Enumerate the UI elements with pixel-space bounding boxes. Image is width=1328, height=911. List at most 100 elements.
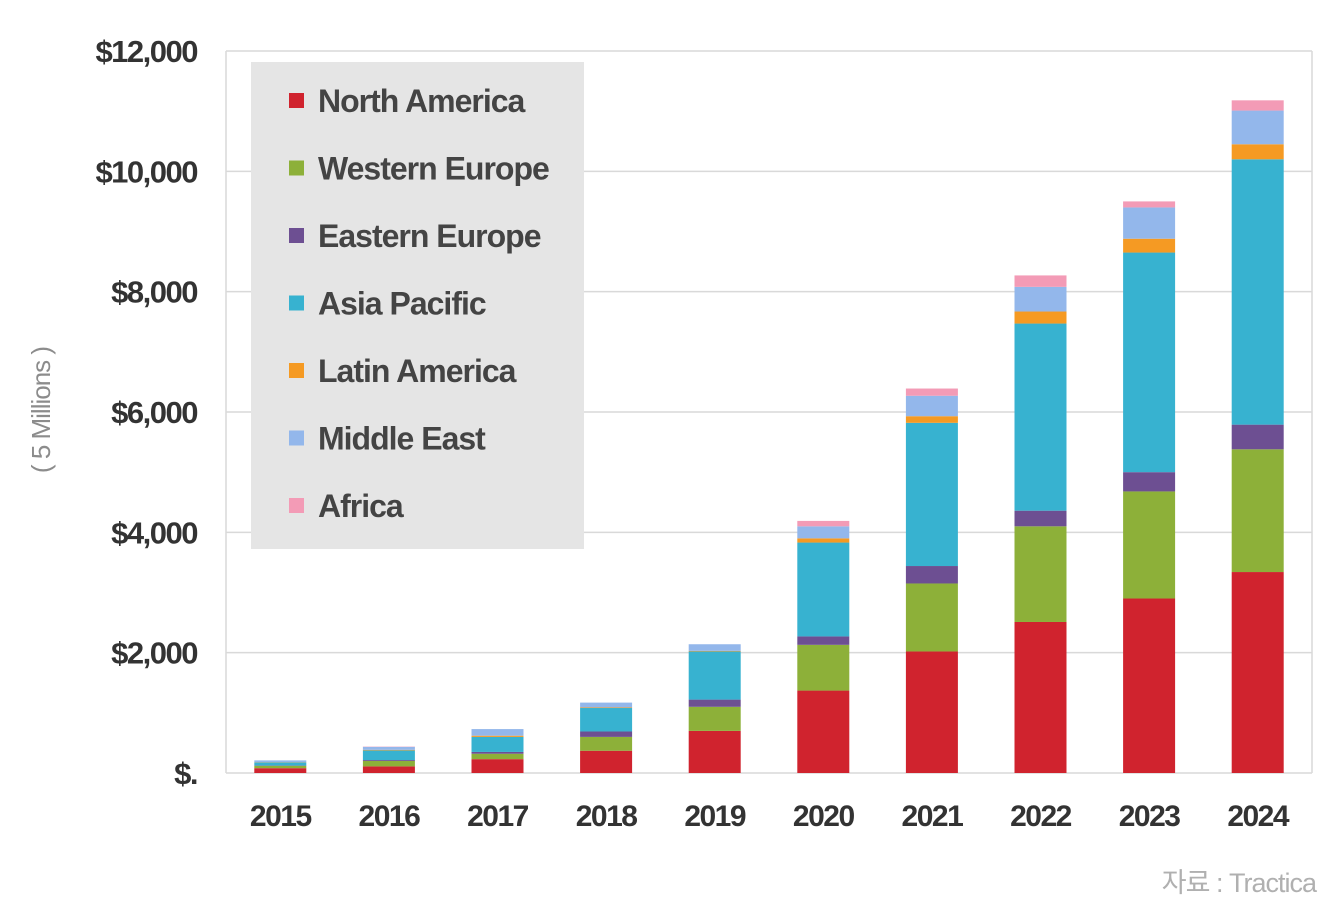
x-tick-label: 2018 [576,800,638,833]
y-tick-label: $4,000 [111,515,197,550]
bar-segment-eastern-europe [580,731,632,736]
legend-swatch [289,498,304,513]
x-tick-label: 2023 [1119,800,1181,833]
legend-swatch [289,228,304,243]
legend-label: Asia Pacific [318,286,486,322]
bar-segment-asia-pacific [797,543,849,637]
bar-segment-latin-america [797,538,849,542]
legend-label: Western Europe [318,151,549,187]
bar-segment-middle-east [689,644,741,651]
bar-segment-western-europe [1123,491,1175,598]
bar-segment-eastern-europe [906,566,958,583]
bar-segment-north-america [363,766,415,773]
bar-segment-eastern-europe [1232,425,1284,450]
bar-segment-middle-east [1123,207,1175,238]
bar-segment-africa [797,521,849,526]
y-axis-ticks: $. $2,000 $4,000 $6,000 $8,000 $10,000 $12,000 [95,34,197,791]
bar-segment-asia-pacific [689,651,741,699]
source-label: 자료 : Tractica [1162,868,1318,898]
bar-segment-asia-pacific [580,708,632,731]
bar-segment-north-america [1232,572,1284,773]
legend-swatch [289,93,304,108]
x-tick-label: 2024 [1227,800,1290,833]
bar-segment-western-europe [580,737,632,751]
bar-segment-africa [906,389,958,396]
bar-segment-latin-america [1123,239,1175,253]
bar-segment-north-america [254,768,306,773]
bar-segment-north-america [689,731,741,773]
bar-segment-africa [1123,201,1175,207]
bar-segment-north-america [1015,622,1067,773]
legend-label: Africa [318,488,404,524]
legend-swatch [289,161,304,176]
x-tick-label: 2015 [250,800,312,833]
bar-segment-asia-pacific [472,737,524,752]
bar-segment-western-europe [797,645,849,691]
bar-segment-north-america [797,691,849,773]
y-axis-label: ( 5 Millions ) [26,347,56,473]
bar-segment-middle-east [363,747,415,750]
y-tick-label: $6,000 [111,395,197,430]
bar-segment-latin-america [1232,144,1284,159]
bar-segment-north-america [1123,599,1175,773]
bar-segment-north-america [906,651,958,773]
bar-segment-north-america [580,751,632,773]
bar-segment-middle-east [906,396,958,416]
bar-segment-middle-east [254,760,306,762]
legend-swatch [289,431,304,446]
bar-segment-africa [1015,275,1067,286]
x-tick-label: 2022 [1010,800,1072,833]
bar-segment-eastern-europe [472,752,524,754]
bar-segment-middle-east [1232,111,1284,145]
bar-segment-middle-east [1015,287,1067,312]
bar-segment-latin-america [472,736,524,737]
bar-segment-latin-america [1015,312,1067,324]
bar-segment-asia-pacific [906,423,958,566]
bar-segment-asia-pacific [1123,253,1175,473]
bar-segment-asia-pacific [254,762,306,765]
bar-segment-eastern-europe [1015,511,1067,527]
x-tick-label: 2020 [793,800,855,833]
y-tick-label: $10,000 [95,154,197,189]
legend-label: Latin America [318,353,517,389]
x-tick-label: 2019 [684,800,746,833]
x-tick-label: 2016 [359,800,421,833]
legend-label: North America [318,83,526,119]
bar-segment-middle-east [472,729,524,736]
legend: North America Western Europe Eastern Europ… [251,62,584,549]
bar-segment-eastern-europe [797,636,849,644]
bar-segment-middle-east [797,526,849,538]
bar-segment-latin-america [906,416,958,423]
bar-segment-latin-america [689,651,741,652]
bar-segment-western-europe [1232,449,1284,572]
bar-segment-eastern-europe [689,700,741,707]
bar-segment-western-europe [363,761,415,766]
bar-segment-eastern-europe [363,760,415,761]
bar-segment-western-europe [472,754,524,759]
y-tick-label: $. [174,756,197,791]
x-axis-ticks: 2015 2016 2017 2018 2019 2020 2021 2022 2023 2024 [250,800,1290,833]
bar-segment-north-america [472,759,524,773]
bar-segment-western-europe [1015,526,1067,622]
y-tick-label: $12,000 [95,34,197,69]
bar-segment-africa [1232,100,1284,110]
bar-segment-latin-america [363,750,415,751]
bar-segment-western-europe [689,707,741,731]
x-tick-label: 2017 [467,800,529,833]
x-tick-label: 2021 [902,800,964,833]
bar-segment-asia-pacific [1232,159,1284,424]
bar-segment-western-europe [906,583,958,651]
bar-segment-eastern-europe [1123,472,1175,491]
bar-segment-asia-pacific [1015,324,1067,511]
bar-segment-middle-east [580,703,632,708]
y-tick-label: $2,000 [111,636,197,671]
bar-segment-asia-pacific [363,750,415,760]
legend-label: Eastern Europe [318,218,541,254]
legend-label: Middle East [318,421,486,457]
legend-swatch [289,363,304,378]
y-tick-label: $8,000 [111,275,197,310]
legend-swatch [289,296,304,311]
bar-segment-western-europe [254,766,306,768]
